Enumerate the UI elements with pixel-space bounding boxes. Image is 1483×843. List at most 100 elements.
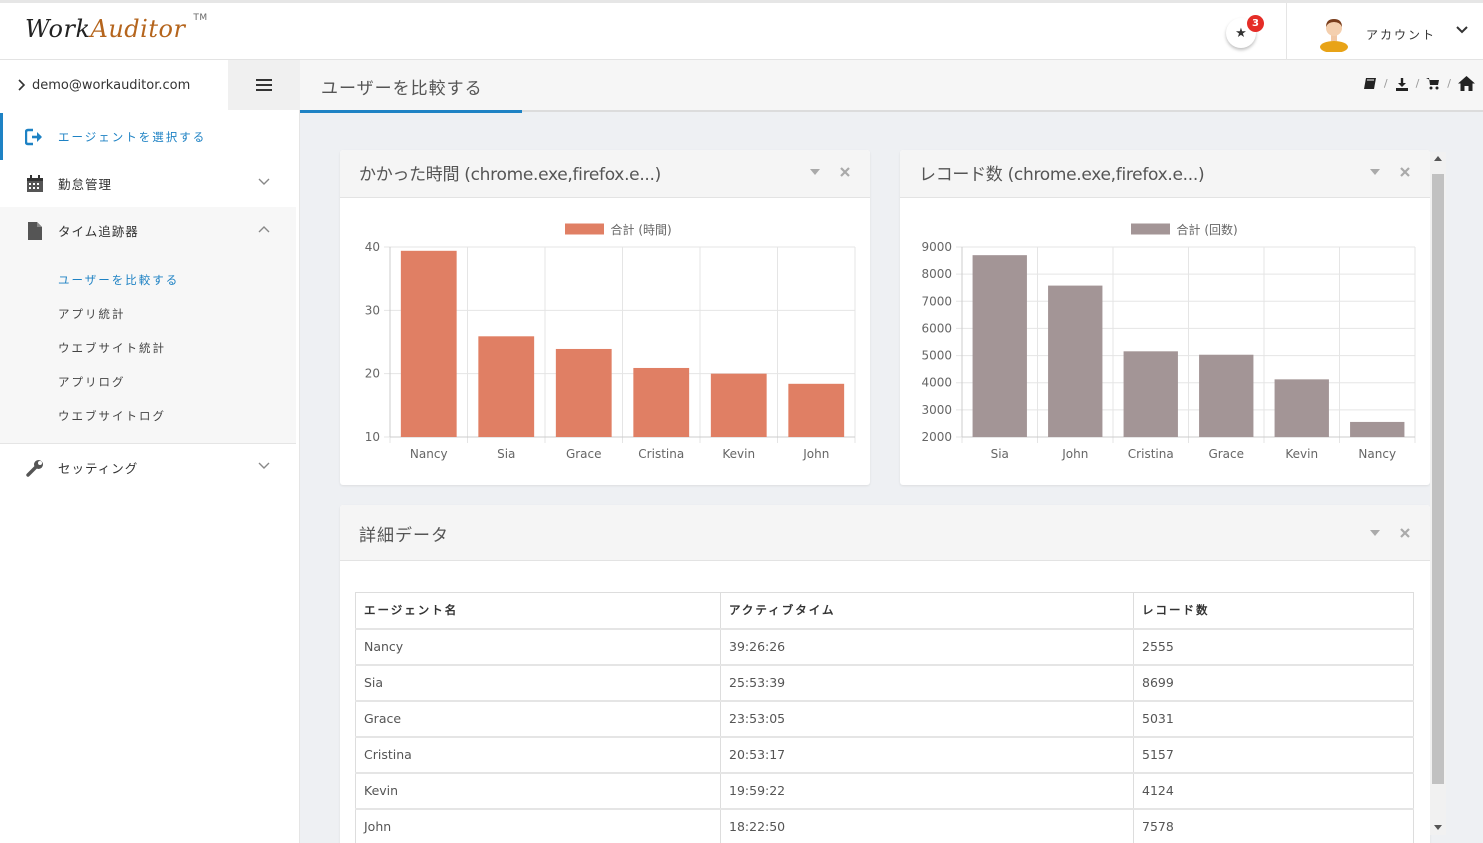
detail-table: エージェント名 アクティブタイム レコード数 Nancy 39:26:26 2555… (355, 592, 1414, 843)
y-tick-label: 3000 (921, 403, 952, 417)
submenu-item-app-log[interactable]: アプリログ (58, 375, 126, 389)
y-tick-label: 5000 (921, 349, 952, 363)
scroll-up-arrow-icon[interactable] (1434, 155, 1442, 161)
page-header: ユーザーを比較する / / / (300, 60, 1483, 113)
y-tick-label: 40 (365, 240, 380, 254)
table-row: Cristina 20:53:17 5157 (355, 736, 1414, 773)
top-bar: WorkAuditor TM ★ 3 アカウント (0, 0, 1483, 60)
table-row: John 18:22:50 7578 (355, 808, 1414, 843)
column-header-active-time[interactable]: アクティブタイム (720, 592, 1134, 629)
y-tick-label: 8000 (921, 267, 952, 281)
sidebar-item-attendance[interactable]: 勤怠管理 (0, 160, 296, 207)
sidebar-item-label: エージェントを選択する (58, 129, 207, 144)
account-menu[interactable]: アカウント (1366, 28, 1437, 42)
chevron-down-icon[interactable] (1456, 25, 1468, 35)
home-icon[interactable] (1458, 76, 1475, 91)
legend-label: 合計 (時間) (611, 222, 672, 237)
page-title-underline (300, 110, 522, 113)
separator: / (1415, 77, 1420, 90)
user-email-row[interactable]: demo@workauditor.com (0, 60, 228, 110)
column-header-agent[interactable]: エージェント名 (355, 592, 721, 629)
close-icon[interactable] (840, 167, 850, 177)
panel-controls (1370, 167, 1410, 177)
cell-active-time: 25:53:39 (720, 664, 1134, 701)
sidebar: demo@workauditor.com エージェントを選択する 勤怠管理 タイ… (0, 60, 300, 843)
cell-active-time: 20:53:17 (720, 736, 1134, 773)
hamburger-icon (256, 79, 272, 91)
close-icon[interactable] (1400, 528, 1410, 538)
x-tick-label: Sia (991, 447, 1009, 461)
x-tick-label: John (802, 447, 829, 461)
x-tick-label: Sia (497, 447, 515, 461)
scrollbar-thumb[interactable] (1432, 174, 1444, 784)
time-spent-bar-chart: 合計 (時間) 10 20 30 40 Nancy Sia Grace Cristina Kevi… (365, 222, 856, 461)
submenu-item-website-stats[interactable]: ウエブサイト統計 (58, 341, 166, 355)
cell-active-time: 39:26:26 (720, 628, 1134, 665)
submenu-item-app-stats[interactable]: アプリ統計 (58, 307, 126, 321)
topbar-divider (1286, 3, 1287, 60)
cell-agent: Sia (355, 664, 721, 701)
x-tick-label: Cristina (1128, 447, 1174, 461)
wrench-icon (25, 458, 45, 478)
collapse-icon[interactable] (1370, 169, 1380, 175)
x-tick-label: Kevin (722, 447, 755, 461)
table-header-row: エージェント名 アクティブタイム レコード数 (355, 592, 1414, 629)
submenu-item-website-log[interactable]: ウエブサイトログ (58, 409, 166, 423)
menu-toggle-button[interactable] (228, 60, 300, 110)
cell-agent: John (355, 808, 721, 843)
detail-title: 詳細データ (359, 526, 449, 546)
main-content: ユーザーを比較する / / / かかった時間 (chrome.exe,firef… (300, 60, 1483, 843)
book-icon[interactable] (1363, 77, 1377, 90)
record-count-chart-panel: レコード数 (chrome.exe,firefox.e...) 合計 (回数) 2… (900, 150, 1430, 485)
avatar[interactable] (1318, 16, 1350, 52)
panel-header: レコード数 (chrome.exe,firefox.e...) (900, 150, 1430, 198)
y-tick-label: 10 (365, 430, 380, 444)
cell-agent: Kevin (355, 772, 721, 809)
submenu-item-compare-users[interactable]: ユーザーを比較する (58, 273, 180, 287)
cell-record-count: 5157 (1133, 736, 1414, 773)
chevron-up-icon (258, 226, 270, 233)
sidebar-item-label: セッティング (58, 461, 139, 476)
collapse-icon[interactable] (810, 169, 820, 175)
chevron-down-icon (258, 462, 270, 469)
y-tick-label: 7000 (921, 294, 952, 308)
vertical-scrollbar[interactable] (1430, 152, 1446, 835)
table-row: Kevin 19:59:22 4124 (355, 772, 1414, 809)
column-header-record-count[interactable]: レコード数 (1133, 592, 1414, 629)
table-row: Grace 23:53:05 5031 (355, 700, 1414, 737)
bar (633, 367, 690, 437)
table-row: Nancy 39:26:26 2555 (355, 628, 1414, 665)
notification-badge: 3 (1247, 15, 1264, 32)
y-tick-label: 9000 (921, 240, 952, 254)
bar (972, 255, 1027, 437)
cart-icon[interactable] (1426, 77, 1440, 90)
panel-header: かかった時間 (chrome.exe,firefox.e...) (340, 150, 870, 198)
star-icon: ★ (1235, 25, 1247, 41)
sign-in-icon (25, 127, 45, 147)
bar (1274, 379, 1329, 437)
collapse-icon[interactable] (1370, 530, 1380, 536)
bar (1123, 351, 1178, 437)
close-icon[interactable] (1400, 167, 1410, 177)
sidebar-item-time-tracker[interactable]: タイム追跡器 (0, 207, 296, 254)
chevron-down-icon (258, 178, 270, 185)
bar (400, 250, 457, 437)
x-tick-label: Cristina (638, 447, 684, 461)
scroll-down-arrow-icon[interactable] (1434, 825, 1442, 831)
legend-swatch (564, 222, 605, 236)
calendar-icon (25, 174, 45, 194)
user-email: demo@workauditor.com (32, 77, 191, 93)
x-tick-label: Grace (1208, 447, 1244, 461)
logo-text-auditor: Auditor (90, 15, 186, 43)
legend-label: 合計 (回数) (1177, 222, 1238, 237)
sidebar-item-select-agent[interactable]: エージェントを選択する (0, 113, 296, 160)
download-icon[interactable] (1395, 77, 1409, 91)
y-tick-label: 6000 (921, 321, 952, 335)
logo[interactable]: WorkAuditor TM (25, 13, 208, 43)
header-quick-links: / / / (1363, 76, 1475, 91)
bar (555, 348, 612, 437)
sidebar-item-settings[interactable]: セッティング (0, 444, 296, 491)
page-title: ユーザーを比較する (321, 79, 483, 99)
logo-trademark: TM (193, 13, 208, 23)
cell-active-time: 23:53:05 (720, 700, 1134, 737)
